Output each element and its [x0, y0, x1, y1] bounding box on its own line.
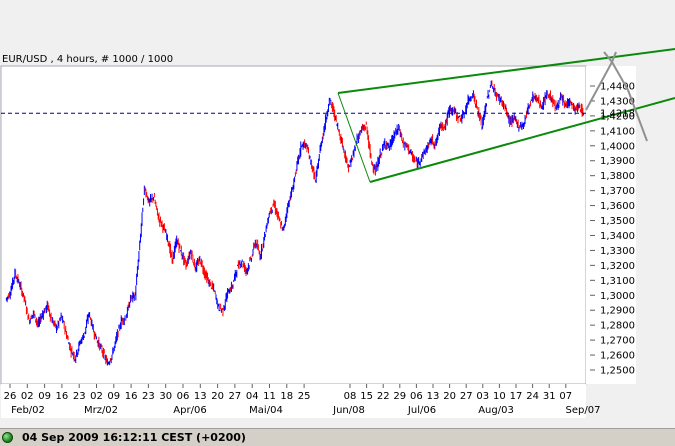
- x-tick-label: 17: [510, 391, 523, 402]
- y-tick-label: 1,3100: [600, 276, 635, 287]
- y-tick-label: 1,4000: [600, 141, 635, 152]
- x-tick-label: 22: [377, 391, 390, 402]
- y-tick-label: 1,4100: [600, 126, 635, 137]
- chart-title: EUR/USD , 4 hours, # 1000 / 1000: [2, 54, 173, 65]
- x-tick-label: 30: [159, 391, 172, 402]
- y-tick-label: 1,3900: [600, 156, 635, 167]
- y-tick-label: 1,2700: [600, 336, 635, 347]
- x-tick-label: 31: [543, 391, 556, 402]
- price-bars: [5, 80, 585, 366]
- x-tick-label: 26: [4, 391, 17, 402]
- y-tick-label: 1,2600: [600, 351, 635, 362]
- arrow-up-head: [603, 51, 617, 63]
- x-month-label: Jul/06: [407, 405, 436, 416]
- y-tick-label: 1,3500: [600, 216, 635, 227]
- x-tick-label: 07: [559, 391, 572, 402]
- x-tick-label: 13: [427, 391, 440, 402]
- x-month-label: Feb/02: [11, 405, 45, 416]
- x-month-label: Sep/07: [566, 405, 601, 416]
- x-tick-label: 02: [90, 391, 103, 402]
- x-tick-label: 11: [263, 391, 276, 402]
- x-tick-label: 02: [21, 391, 34, 402]
- status-timestamp: 04 Sep 2009 16:12:11 CEST (+0200): [22, 431, 246, 444]
- x-tick-label: 10: [493, 391, 506, 402]
- y-axis-band: [586, 66, 636, 384]
- y-axis-ticks: 1,4400 1,4300 1,4200 1,4100 1,4000 1,3900 1,38…: [590, 82, 635, 377]
- y-tick-label: 1,4300: [600, 96, 635, 107]
- trend-channel-lines: [337, 48, 675, 183]
- x-tick-label: 16: [125, 391, 138, 402]
- x-axis-ticks: 26 02 09 16 23 02 09 16 23 30 06 13 20 27 04 11 18 25 08 15…: [4, 384, 572, 402]
- x-tick-label: 08: [344, 391, 357, 402]
- x-tick-label: 15: [360, 391, 373, 402]
- y-tick-label: 1,3400: [600, 231, 635, 242]
- x-tick-label: 24: [526, 391, 539, 402]
- plot-area: [0, 65, 587, 385]
- x-tick-label: 06: [410, 391, 423, 402]
- x-month-label: Aug/03: [478, 405, 514, 416]
- status-bar: 04 Sep 2009 16:12:11 CEST (+0200): [0, 428, 675, 446]
- x-tick-label: 29: [393, 391, 406, 402]
- projection-arrows: [585, 51, 648, 142]
- current-price-label: 1,4218: [600, 109, 635, 120]
- x-tick-label: 09: [107, 391, 120, 402]
- x-tick-label: 04: [246, 391, 259, 402]
- x-month-label: Mai/04: [249, 405, 283, 416]
- x-tick-label: 06: [177, 391, 190, 402]
- x-axis-band: [1, 384, 586, 418]
- y-tick-label: 1,3000: [600, 291, 635, 302]
- x-tick-label: 20: [443, 391, 456, 402]
- y-tick-label: 1,3600: [600, 201, 635, 212]
- y-tick-label: 1,4400: [600, 82, 635, 93]
- y-tick-label: 1,3800: [600, 171, 635, 182]
- lower-channel-line: [369, 97, 675, 183]
- y-tick-label: 1,3300: [600, 246, 635, 257]
- chart-svg: EUR/USD , 4 hours, # 1000 / 1000 1,44001…: [0, 0, 675, 428]
- x-tick-label: 18: [280, 391, 293, 402]
- y-tick-label: 1,3200: [600, 261, 635, 272]
- y-tick-label: 1,4200: [600, 111, 635, 122]
- x-tick-label: 23: [142, 391, 155, 402]
- upper-channel-line: [337, 48, 675, 94]
- x-tick-label: 16: [56, 391, 69, 402]
- y-tick-label: 1,2800: [600, 321, 635, 332]
- connection-status-icon: [2, 432, 13, 443]
- x-tick-label: 20: [211, 391, 224, 402]
- x-tick-label: 09: [38, 391, 51, 402]
- x-tick-label: 23: [73, 391, 86, 402]
- y-tick-label: 1,2900: [600, 306, 635, 317]
- x-tick-label: 25: [298, 391, 311, 402]
- x-tick-label: 27: [229, 391, 242, 402]
- y-tick-label: 1,2500: [600, 366, 635, 377]
- y-tick-label: 1,3700: [600, 186, 635, 197]
- x-axis-month-labels: Feb/02 Mrz/02 Apr/06 Mai/04 Jun/08 Jul/06 Aug/…: [11, 405, 600, 416]
- arrow-down-mark: [627, 89, 648, 142]
- chart-frame: EUR/USD , 4 hours, # 1000 / 1000 1,4400 1…: [0, 0, 675, 428]
- channel-connector-line: [337, 92, 371, 183]
- x-tick-label: 27: [460, 391, 473, 402]
- x-month-label: Apr/06: [173, 405, 206, 416]
- x-month-label: Jun/08: [332, 405, 365, 416]
- x-tick-label: 03: [476, 391, 489, 402]
- x-month-label: Mrz/02: [84, 405, 118, 416]
- x-tick-label: 13: [194, 391, 207, 402]
